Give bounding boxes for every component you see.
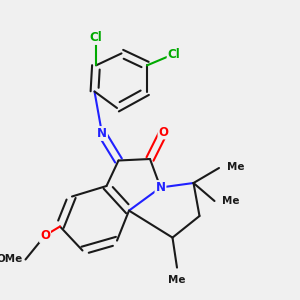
Text: O: O — [40, 229, 50, 242]
Text: Cl: Cl — [90, 31, 102, 44]
Text: Me: Me — [168, 275, 186, 285]
Text: Cl: Cl — [168, 47, 180, 61]
Text: Me: Me — [222, 196, 239, 206]
Text: O: O — [158, 125, 169, 139]
Text: OMe: OMe — [0, 254, 22, 265]
Text: N: N — [97, 127, 107, 140]
Text: N: N — [155, 181, 166, 194]
Text: Me: Me — [226, 161, 244, 172]
